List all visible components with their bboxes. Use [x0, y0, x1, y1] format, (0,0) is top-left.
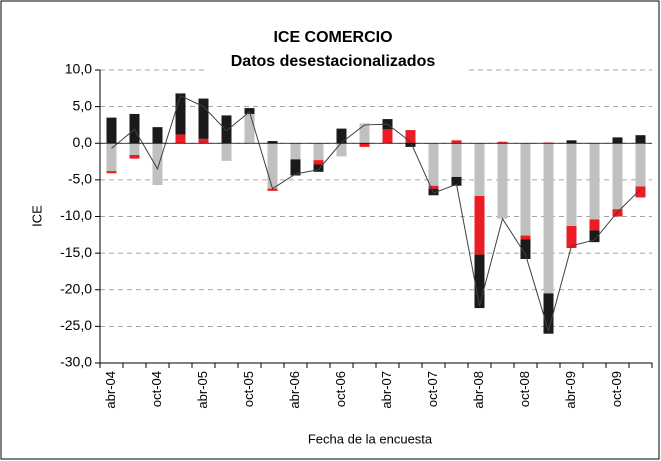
bar-segment	[566, 226, 577, 248]
x-axis-title: Fecha de la encuesta	[308, 431, 433, 446]
bar-segment	[313, 143, 324, 161]
bar-segment	[221, 115, 232, 144]
bar-segment	[635, 143, 646, 187]
y-tick-label: -5,0	[68, 171, 92, 187]
y-tick-label: -30,0	[60, 354, 92, 370]
y-tick-label: -10,0	[60, 207, 92, 223]
y-tick-label: 0,0	[73, 134, 93, 150]
bar-segment	[313, 160, 324, 165]
bar-segment	[428, 185, 439, 189]
bar-segment	[267, 143, 278, 189]
bar-segment	[244, 113, 255, 144]
bar-segment	[336, 128, 347, 144]
title-background	[205, 53, 467, 71]
x-tick-label: abr-05	[195, 371, 210, 409]
bar-segment	[474, 254, 485, 309]
x-tick-label: oct-08	[517, 371, 532, 407]
bar-segment	[612, 137, 623, 144]
y-tick-label: -15,0	[60, 244, 92, 260]
bar-segment	[267, 141, 278, 144]
bar-segment	[566, 140, 577, 144]
chart-title: ICE COMERCIO	[273, 29, 392, 46]
bar-segment	[428, 143, 439, 186]
x-tick-label: oct-07	[425, 371, 440, 407]
bar-segment	[497, 141, 508, 144]
bar-segment	[290, 159, 301, 176]
x-tick-label: oct-06	[333, 371, 348, 407]
bar-segment	[520, 143, 531, 236]
bar-segment	[497, 143, 508, 219]
bar-segment	[635, 186, 646, 198]
x-tick-label: abr-04	[103, 371, 118, 409]
bar-segment	[635, 135, 646, 144]
chart-subtitle: Datos desestacionalizados	[231, 53, 436, 70]
bar-segment	[313, 164, 324, 172]
bar-segment	[474, 143, 485, 196]
bar-segment	[405, 130, 416, 144]
bar-segment	[520, 235, 531, 240]
x-tick-label: abr-07	[379, 371, 394, 409]
bar-segment	[566, 143, 577, 227]
bar-segment	[175, 134, 186, 144]
bar-segment	[106, 117, 117, 144]
x-tick-label: oct-09	[609, 371, 624, 407]
bar-segment	[152, 143, 163, 186]
bar-segment	[336, 143, 347, 157]
plot-area: -30,0 -25,0 -20,0 -15,0 -10,0 -5,0 0,0 5,0 10,0 a…	[60, 61, 653, 409]
x-tick-label: abr-06	[287, 371, 302, 409]
x-tick-label: oct-04	[149, 371, 164, 407]
bar-segment	[520, 239, 531, 259]
bar-segment	[451, 143, 462, 177]
bar-segment	[106, 143, 117, 172]
bar-segment	[451, 176, 462, 186]
bar-segment	[129, 154, 140, 159]
bar-segment	[129, 143, 140, 155]
y-tick-label: 5,0	[73, 97, 93, 113]
bar-segment	[382, 129, 393, 144]
y-tick-label: -20,0	[60, 280, 92, 296]
y-axis-title: ICE	[29, 205, 44, 227]
bar-segment	[106, 171, 117, 174]
bar-segment	[129, 113, 140, 144]
y-tick-label: 10,0	[65, 61, 92, 77]
bar-segment	[267, 188, 278, 191]
bar-segment	[474, 195, 485, 255]
x-tick-label: oct-05	[241, 371, 256, 407]
bar-segment	[612, 143, 623, 210]
bar-segment	[244, 108, 255, 114]
bar-segment	[221, 143, 232, 161]
bar-segment	[359, 143, 370, 147]
bar-segment	[175, 93, 186, 135]
bar-segment	[359, 123, 370, 144]
bar-segment	[152, 127, 163, 144]
bar-segment	[198, 138, 209, 144]
bar-segment	[543, 143, 554, 294]
bar-segment	[589, 230, 600, 243]
bar-segment	[543, 293, 554, 334]
line	[111, 94, 641, 333]
x-tick-label: abr-08	[471, 371, 486, 409]
bar-segment	[451, 140, 462, 144]
bar-segment	[290, 143, 301, 160]
x-tick-label: abr-09	[563, 371, 578, 409]
bar-segment	[405, 143, 416, 147]
bar-segment	[589, 143, 600, 220]
bar-segment	[198, 98, 209, 139]
y-tick-label: -25,0	[60, 317, 92, 333]
bar-segment	[589, 219, 600, 231]
